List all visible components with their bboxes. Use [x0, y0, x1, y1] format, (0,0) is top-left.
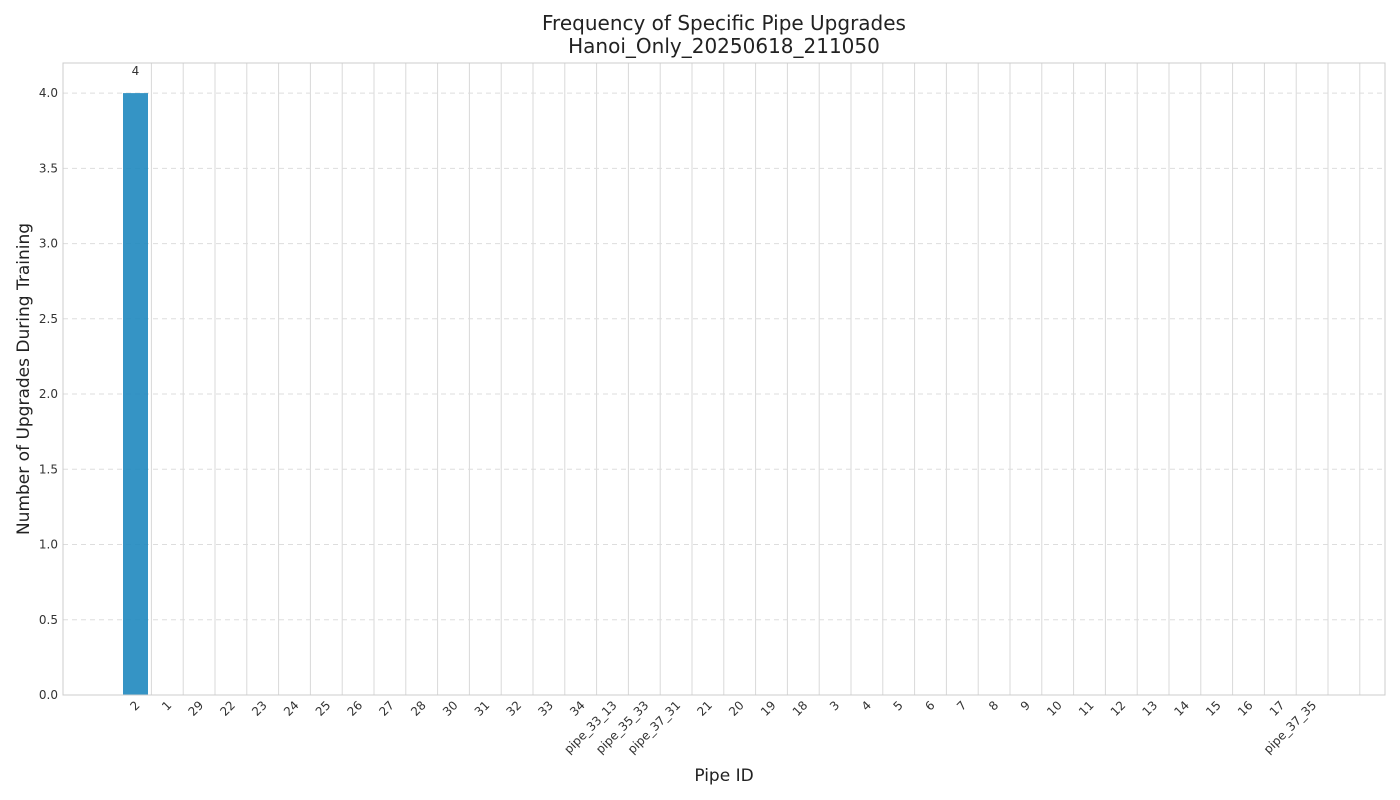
y-tick-label: 1.0 — [39, 538, 58, 552]
y-tick-label: 3.0 — [39, 237, 58, 251]
y-tick-label: 2.5 — [39, 312, 58, 326]
bars — [123, 93, 148, 696]
chart-subtitle: Hanoi_Only_20250618_211050 — [568, 34, 880, 58]
y-tick-label: 4.0 — [39, 86, 58, 100]
plot-frame — [62, 62, 1386, 696]
chart-title: Frequency of Specific Pipe Upgrades — [542, 11, 906, 35]
y-axis-label: Number of Upgrades During Training — [14, 223, 34, 535]
y-tick-labels: 0.0 0.5 1.0 1.5 2.0 2.5 3.0 3.5 4.0 — [39, 86, 58, 702]
y-tick-label: 2.0 — [39, 387, 58, 401]
bar — [123, 93, 148, 696]
data-label: 4 — [132, 64, 140, 78]
x-axis-label: Pipe ID — [694, 766, 753, 786]
y-tick-label: 1.5 — [39, 462, 58, 476]
y-tick-label: 0.5 — [39, 613, 58, 627]
y-tick-label: 3.5 — [39, 161, 58, 175]
data-labels: 4 — [132, 64, 140, 78]
grid-lines — [63, 63, 1385, 696]
y-tick-label: 0.0 — [39, 688, 58, 702]
